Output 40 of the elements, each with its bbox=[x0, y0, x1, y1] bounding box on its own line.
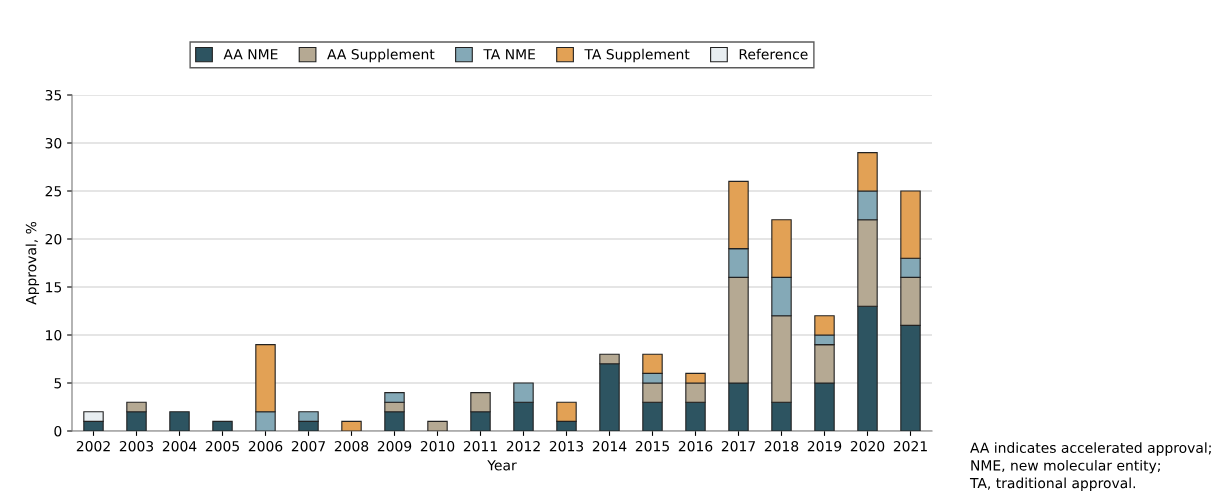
x-tick-label: 2021 bbox=[893, 440, 927, 452]
y-tick-label: 25 bbox=[45, 185, 62, 197]
x-tick-label: 2006 bbox=[248, 440, 283, 452]
x-tick-label: 2008 bbox=[334, 440, 369, 452]
x-tick-label: 2005 bbox=[205, 440, 239, 452]
x-tick-label: 2007 bbox=[291, 440, 325, 452]
y-tick-label: 35 bbox=[45, 89, 62, 101]
legend-label: AA NME bbox=[223, 49, 278, 60]
x-tick-label: 2016 bbox=[678, 440, 713, 452]
x-tick-label: 2010 bbox=[420, 440, 455, 452]
x-tick-label: 2020 bbox=[850, 440, 885, 452]
legend-label: Reference bbox=[739, 48, 808, 60]
x-axis-title: Year bbox=[487, 460, 517, 471]
x-tick-label: 2003 bbox=[119, 440, 154, 452]
y-tick-label: 20 bbox=[45, 233, 62, 245]
x-tick-label: 2011 bbox=[463, 440, 497, 452]
y-axis-title: Approval, % bbox=[25, 221, 40, 305]
x-tick-label: 2012 bbox=[506, 440, 540, 452]
y-tick-label: 0 bbox=[54, 425, 62, 437]
x-tick-label: 2017 bbox=[721, 440, 755, 452]
y-tick-label: 10 bbox=[46, 329, 62, 341]
y-tick-label: 15 bbox=[46, 282, 62, 293]
bar bbox=[212, 420, 233, 431]
y-tick-label: 5 bbox=[54, 378, 62, 389]
legend-label: AA Supplement bbox=[327, 48, 435, 63]
legend-label: TA NME bbox=[483, 49, 535, 60]
y-tick-label: 30 bbox=[45, 137, 62, 149]
x-tick-label: 2018 bbox=[764, 440, 799, 452]
bar bbox=[427, 420, 448, 431]
bar bbox=[169, 411, 190, 431]
legend-label: TA Supplement bbox=[584, 48, 690, 63]
x-tick-label: 2014 bbox=[592, 440, 627, 452]
x-tick-label: 2009 bbox=[377, 440, 412, 452]
bar bbox=[341, 420, 362, 431]
x-tick-label: 2013 bbox=[549, 440, 584, 452]
x-tick-label: 2002 bbox=[76, 440, 110, 452]
x-tick-label: 2019 bbox=[807, 440, 842, 452]
x-tick-label: 2004 bbox=[162, 440, 197, 452]
x-tick-label: 2015 bbox=[635, 440, 669, 452]
text: AA indicates accelerated approval; NME, new molecular entity; TA, traditional approval. bbox=[969, 442, 1211, 491]
